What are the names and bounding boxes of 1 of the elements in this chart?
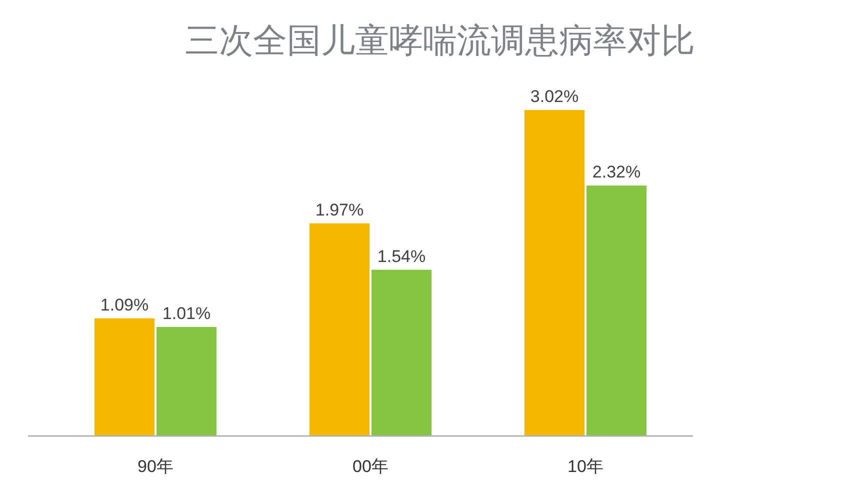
title: 三次全国儿童哮喘流调患病率对比 <box>185 22 695 60</box>
